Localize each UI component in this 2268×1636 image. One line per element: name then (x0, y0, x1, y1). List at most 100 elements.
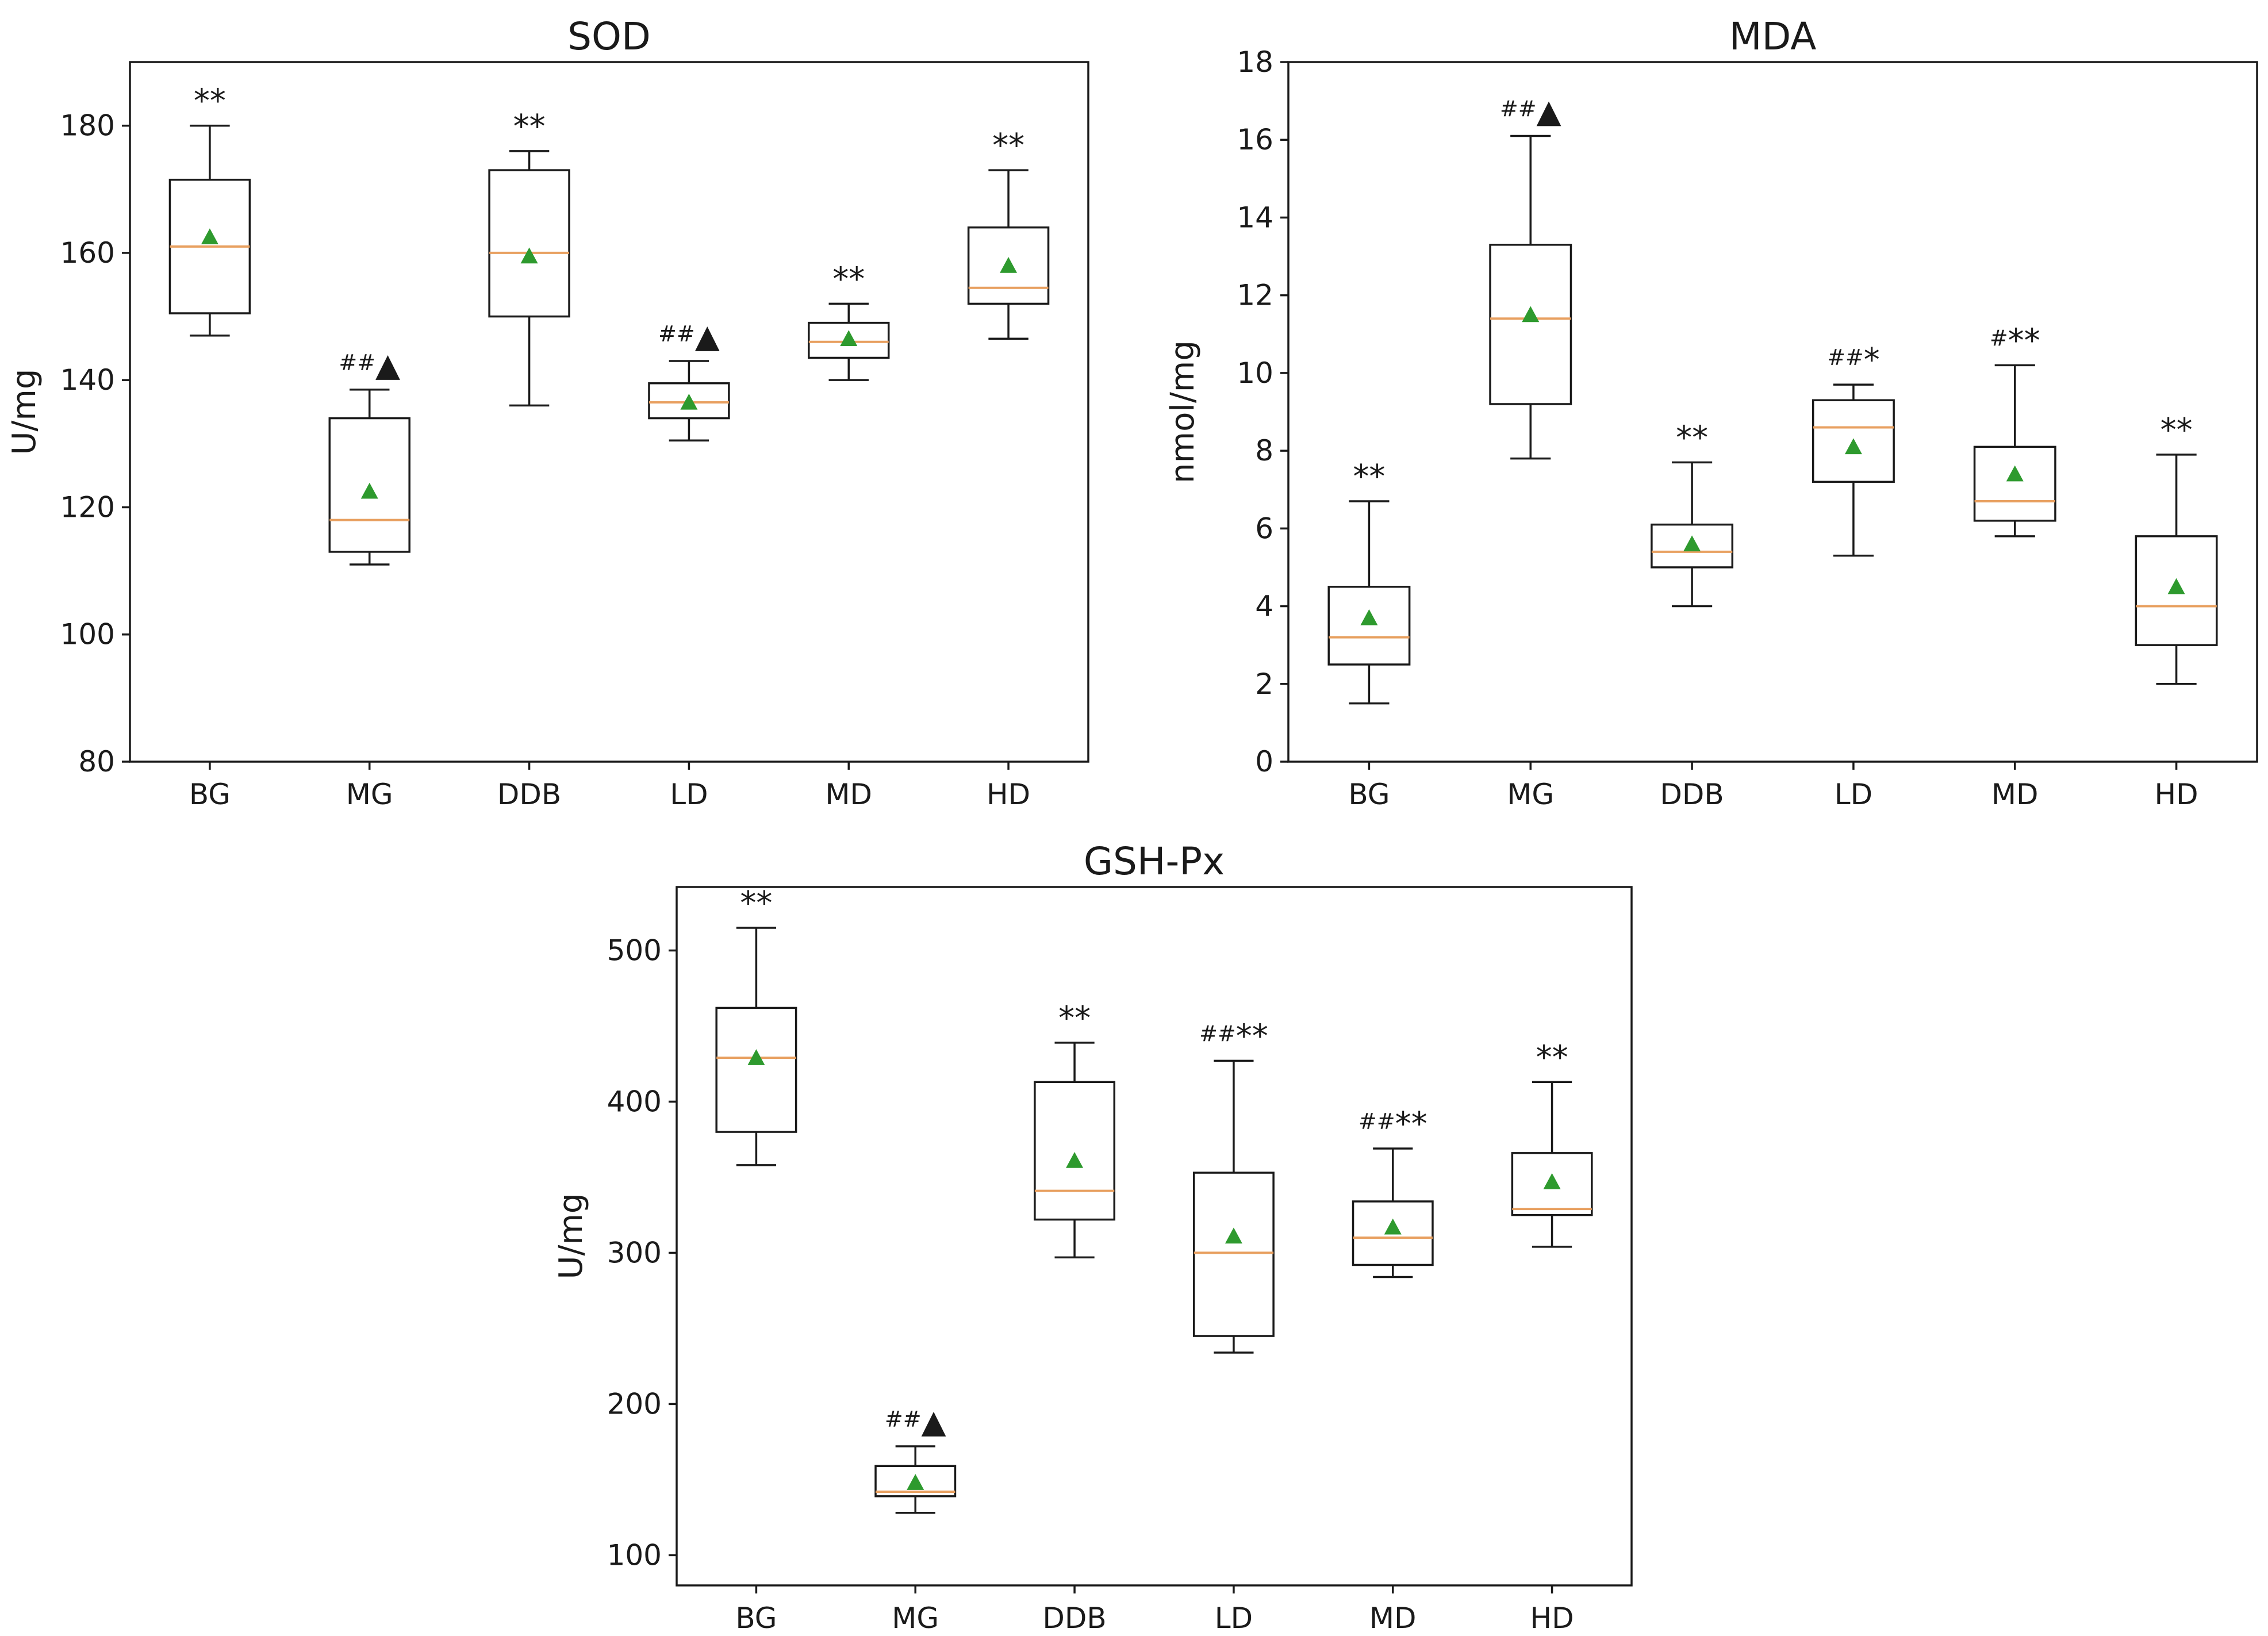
mean-marker (1066, 1152, 1084, 1168)
mean-marker (680, 393, 698, 410)
x-tick-label: MD (825, 778, 872, 811)
iqr-box (1812, 399, 1895, 483)
mean-marker (201, 228, 218, 244)
mean-marker (1543, 1173, 1561, 1189)
significance-annotation: ##* (1827, 341, 1880, 379)
annotation-prefix: ## (339, 350, 375, 375)
mean-marker (1844, 438, 1862, 455)
x-tick-label: BG (735, 1602, 777, 1635)
significance-annotation: ##** (1359, 1105, 1427, 1143)
x-tick-label: MD (1991, 778, 2039, 811)
significance-annotation: ##▲ (1500, 93, 1561, 130)
x-tick-label: DDB (1660, 778, 1724, 811)
annotation-mark: ** (194, 83, 226, 120)
annotation-mark: ▲ (922, 1403, 946, 1441)
annotation-prefix: ## (1500, 96, 1537, 121)
iqr-box (967, 226, 1050, 305)
y-tick-label: 12 (1237, 279, 1273, 312)
significance-annotation: ##▲ (339, 347, 400, 384)
annotation-prefix: ## (885, 1407, 922, 1432)
mean-marker (907, 1474, 924, 1490)
y-axis-label: U/mg (552, 1193, 590, 1280)
significance-annotation: ** (832, 260, 865, 298)
annotation-mark: ** (1395, 1105, 1427, 1143)
chart-title: SOD (567, 14, 651, 59)
x-tick-label: HD (2155, 778, 2198, 811)
y-tick-label: 2 (1255, 667, 1273, 701)
x-tick-label: DDB (497, 778, 561, 811)
annotation-mark: ** (1353, 458, 1385, 496)
iqr-box (808, 321, 890, 359)
iqr-box (1034, 1081, 1116, 1221)
significance-annotation: ** (1058, 1000, 1091, 1037)
significance-annotation: ** (992, 127, 1024, 164)
x-tick-label: LD (1835, 778, 1872, 811)
significance-annotation: #** (1990, 322, 2040, 359)
annotation-prefix: ## (1199, 1021, 1236, 1046)
annotation-prefix: ## (658, 321, 695, 347)
significance-annotation: ** (513, 108, 546, 145)
y-tick-label: 120 (60, 490, 115, 524)
x-tick-label: MG (1507, 778, 1554, 811)
y-tick-label: 300 (607, 1236, 662, 1269)
mean-marker (2167, 578, 2185, 594)
annotation-mark: ** (2160, 412, 2193, 449)
y-tick-label: 16 (1237, 123, 1273, 156)
annotation-mark: ▲ (695, 318, 720, 355)
annotation-mark: ** (513, 108, 546, 145)
y-tick-label: 180 (60, 109, 115, 143)
x-tick-label: LD (1215, 1602, 1253, 1635)
iqr-box (874, 1465, 957, 1497)
significance-annotation: ##▲ (658, 318, 720, 355)
chart-title: MDA (1729, 14, 1817, 59)
significance-annotation: ** (194, 83, 226, 120)
mean-marker (747, 1049, 765, 1065)
significance-annotation: ** (1536, 1039, 1568, 1076)
x-tick-label: MD (1369, 1602, 1417, 1635)
y-tick-label: 0 (1255, 745, 1273, 778)
chart-title: GSH-Px (1084, 839, 1225, 884)
x-tick-label: BG (1348, 778, 1390, 811)
iqr-box (488, 169, 570, 318)
iqr-box (1489, 244, 1572, 405)
annotation-prefix: # (1990, 325, 2008, 351)
y-tick-label: 400 (607, 1085, 662, 1118)
annotation-mark: ** (740, 885, 772, 922)
significance-annotation: ** (1353, 458, 1385, 496)
gsh-px-chart: GSH-Px U/mg 100 200 300 400 500 BG MG DDB LD MD HD **… (552, 839, 1633, 1635)
mean-marker (1225, 1227, 1242, 1244)
annotation-mark: ** (2008, 322, 2040, 359)
iqr-box (1651, 523, 1734, 569)
mean-marker (520, 247, 538, 264)
y-tick-label: 18 (1237, 45, 1273, 79)
iqr-box (1511, 1152, 1593, 1216)
mean-marker (1360, 609, 1378, 625)
iqr-box (328, 417, 410, 553)
plot-frame (129, 61, 1089, 763)
annotation-mark: ** (1236, 1017, 1268, 1055)
iqr-box (1352, 1200, 1434, 1266)
iqr-box (2135, 535, 2218, 646)
x-tick-label: HD (1530, 1602, 1574, 1635)
significance-annotation: ** (2160, 412, 2193, 449)
y-tick-label: 14 (1237, 201, 1273, 234)
annotation-mark: ▲ (375, 347, 400, 384)
mean-marker (1384, 1218, 1402, 1235)
y-tick-label: 6 (1255, 512, 1273, 545)
mean-marker (840, 330, 858, 347)
annotation-prefix: ## (1827, 345, 1864, 370)
annotation-mark: ** (1058, 1000, 1091, 1037)
y-tick-label: 80 (78, 745, 115, 778)
y-tick-label: 8 (1255, 434, 1273, 467)
iqr-box (648, 382, 730, 420)
significance-annotation: ** (740, 885, 772, 922)
plot-frame (676, 886, 1633, 1587)
plot-frame (1287, 61, 2258, 763)
x-tick-label: BG (189, 778, 231, 811)
iqr-box (715, 1007, 797, 1133)
y-tick-label: 500 (607, 934, 662, 967)
annotation-mark: ** (992, 127, 1024, 164)
y-tick-label: 140 (60, 363, 115, 397)
